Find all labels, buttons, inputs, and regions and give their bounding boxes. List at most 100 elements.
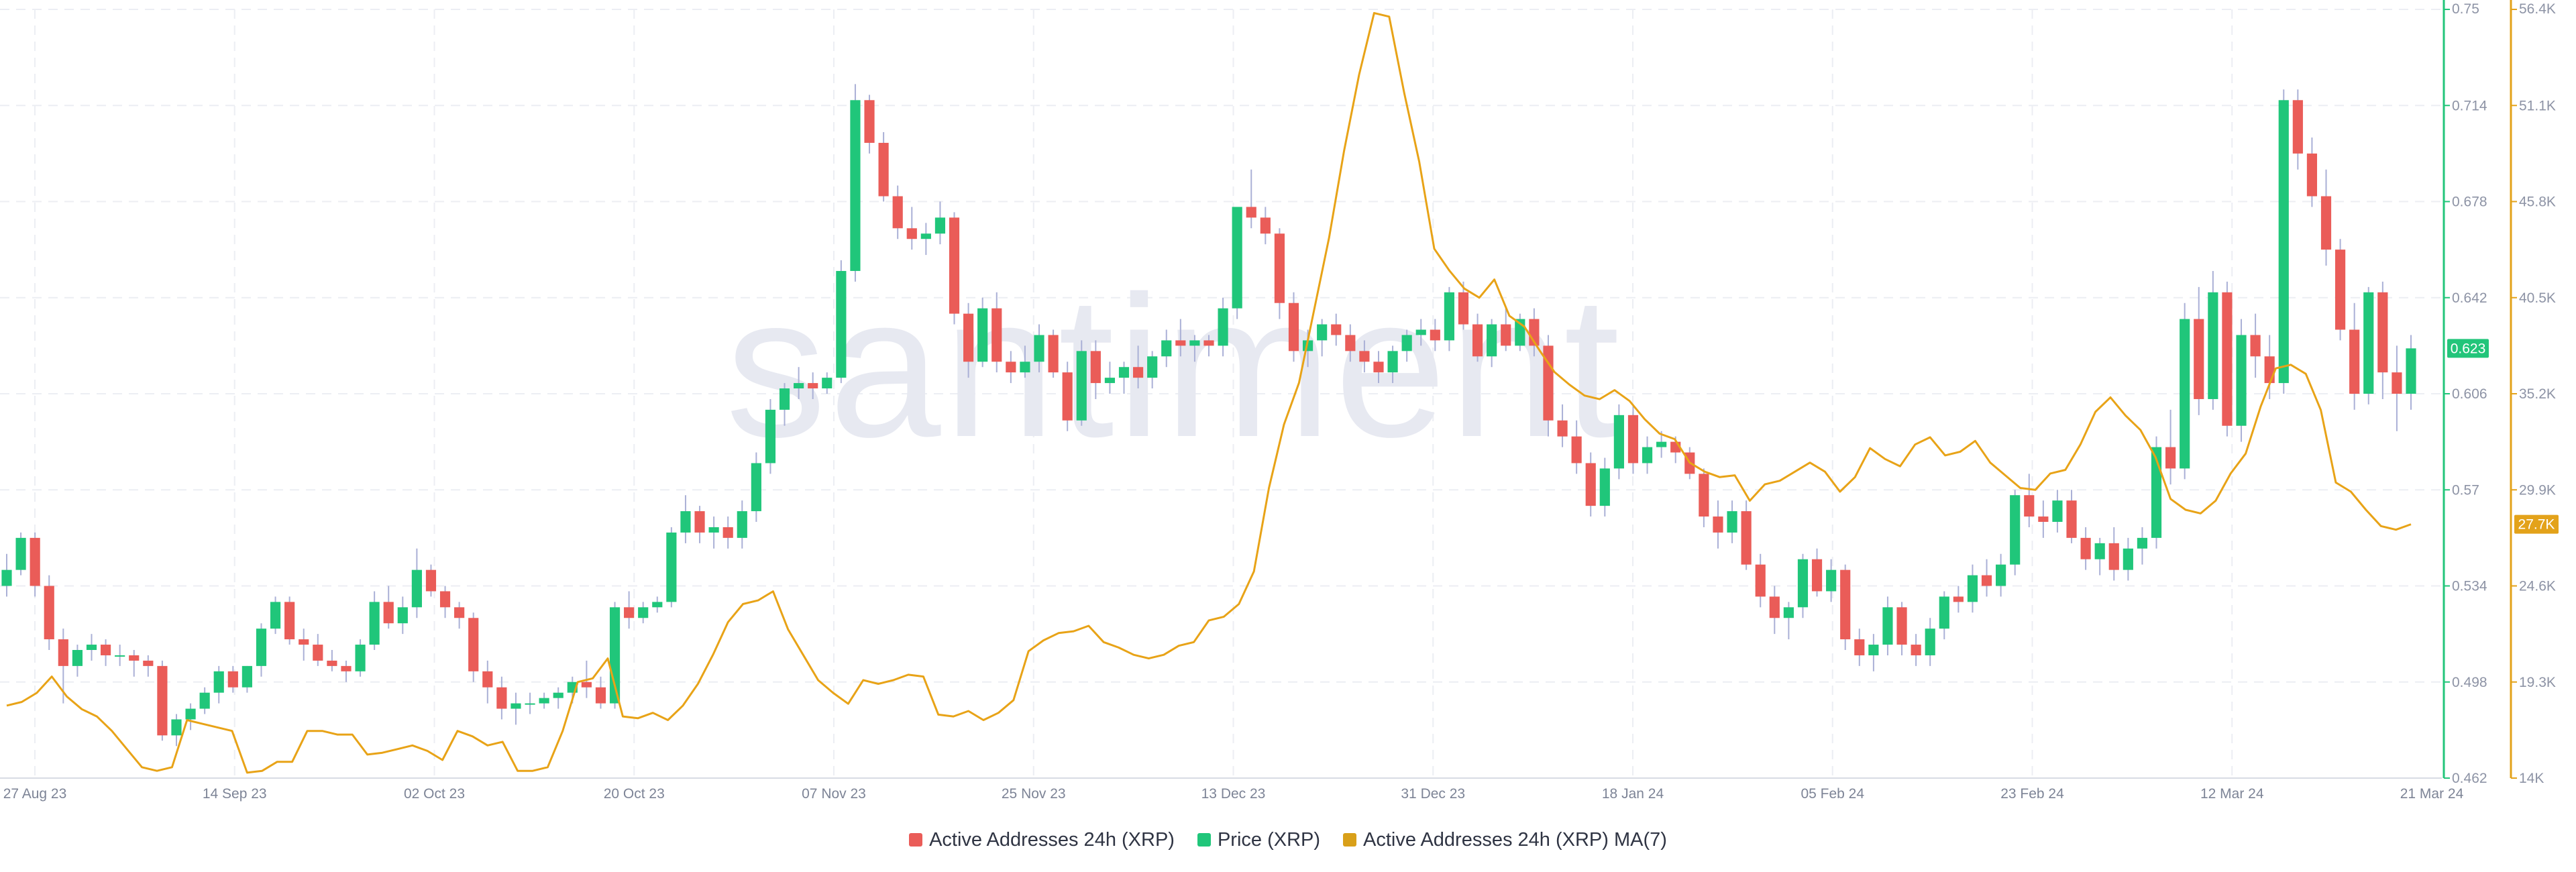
- price-candle: [1260, 207, 1271, 245]
- candle-body: [2165, 447, 2176, 469]
- candle-body: [199, 692, 210, 709]
- price-candle: [1458, 281, 1469, 330]
- price-candle: [241, 665, 252, 693]
- candle-body: [1882, 607, 1893, 645]
- candle-body: [1487, 324, 1497, 357]
- candle-body: [991, 308, 1002, 362]
- candle-body: [878, 142, 889, 197]
- price-candle: [496, 676, 507, 720]
- price-candle: [2151, 436, 2162, 549]
- candle-body: [2264, 356, 2275, 384]
- candle-body: [454, 607, 465, 618]
- candle-body: [949, 217, 960, 314]
- price-candle: [1288, 292, 1299, 362]
- price-candle: [1104, 362, 1116, 394]
- candle-body: [1769, 596, 1780, 618]
- candle-body: [1104, 378, 1116, 384]
- candle-body: [2052, 500, 2063, 522]
- price-candle: [2024, 474, 2035, 527]
- price-tick-label: 0.606: [2452, 386, 2487, 402]
- candle-body: [1642, 447, 1653, 464]
- y-axis-ticks: 0.75 0.714 0.678 0.642 0.606 0.57 0.534 0.498 0.…: [2444, 1, 2556, 786]
- candle-body: [906, 228, 917, 239]
- price-candle: [454, 602, 465, 629]
- price-candle: [1218, 297, 1228, 357]
- price-candle: [1118, 362, 1130, 394]
- legend-item[interactable]: Active Addresses 24h (XRP) MA(7): [1343, 829, 1667, 851]
- candle-body: [341, 665, 352, 671]
- candle-body: [1627, 415, 1639, 464]
- price-candle: [1232, 207, 1242, 319]
- price-candles: [1, 84, 2416, 747]
- price-candle: [553, 687, 564, 709]
- addresses-tick-label: 24.6K: [2519, 579, 2556, 594]
- candle-body: [539, 698, 549, 704]
- candle-body: [2180, 319, 2190, 469]
- candle-body: [2010, 495, 2021, 565]
- x-tick-label: 31 Dec 23: [1401, 786, 1465, 802]
- candle-body: [1331, 324, 1342, 335]
- price-candle: [1487, 319, 1497, 368]
- price-candle: [779, 383, 790, 426]
- candle-body: [1288, 303, 1299, 351]
- price-candle: [2094, 537, 2105, 576]
- price-candle: [2377, 281, 2388, 399]
- candle-body: [482, 671, 493, 688]
- candle-body: [468, 618, 479, 671]
- price-candle: [1896, 602, 1907, 655]
- candle-body: [2334, 250, 2346, 330]
- price-candle: [115, 645, 125, 666]
- candle-body: [30, 537, 40, 586]
- price-candle: [949, 212, 960, 325]
- price-candle: [341, 660, 352, 682]
- candle-body: [892, 196, 903, 229]
- price-candle: [906, 207, 917, 250]
- candle-body: [2222, 292, 2233, 426]
- candle-body: [1783, 607, 1794, 618]
- candle-body: [1, 569, 12, 586]
- candle-body: [1458, 292, 1469, 325]
- candle-body: [241, 665, 252, 688]
- price-candle: [1571, 420, 1582, 474]
- candle-body: [2392, 372, 2402, 394]
- candle-body: [680, 511, 691, 533]
- candle-body: [58, 639, 68, 666]
- price-candle: [1132, 345, 1144, 389]
- addresses-tick-label: 29.9K: [2519, 482, 2556, 498]
- price-candle: [680, 495, 691, 543]
- candle-body: [1161, 340, 1172, 357]
- candle-body: [1373, 362, 1384, 373]
- current-ma-badge: 27.7K: [2514, 514, 2559, 534]
- candle-body: [129, 655, 140, 661]
- candle-body: [299, 639, 309, 645]
- price-candle: [2292, 89, 2303, 170]
- candle-body: [313, 645, 323, 661]
- price-candle: [737, 500, 747, 549]
- legend-swatch: [909, 833, 923, 847]
- price-candle: [2264, 335, 2275, 399]
- candle-body: [751, 463, 761, 512]
- candle-body: [977, 308, 988, 362]
- candle-body: [1132, 367, 1144, 378]
- legend-item[interactable]: Active Addresses 24h (XRP): [909, 829, 1175, 851]
- candle-body: [1048, 335, 1059, 373]
- price-candle: [30, 532, 40, 597]
- price-candle: [2038, 500, 2049, 538]
- price-candle: [1713, 500, 1723, 549]
- axes: [0, 0, 2512, 779]
- legend-item[interactable]: Price (XRP): [1197, 829, 1320, 851]
- price-candle: [2165, 409, 2176, 485]
- price-candle: [439, 586, 451, 618]
- price-candle: [2080, 527, 2091, 570]
- current-price-badge: 0.623: [2447, 339, 2489, 358]
- candle-body: [2320, 196, 2332, 250]
- current-price-badge-bg: [2447, 339, 2489, 358]
- candle-body: [595, 687, 606, 704]
- price-candle: [1515, 313, 1525, 351]
- candle-body: [1811, 559, 1823, 592]
- candle-body: [157, 665, 168, 736]
- x-tick-label: 14 Sep 23: [203, 786, 267, 802]
- price-tick-label: 0.534: [2452, 579, 2487, 594]
- price-candle: [977, 297, 988, 368]
- price-candle: [2236, 319, 2247, 442]
